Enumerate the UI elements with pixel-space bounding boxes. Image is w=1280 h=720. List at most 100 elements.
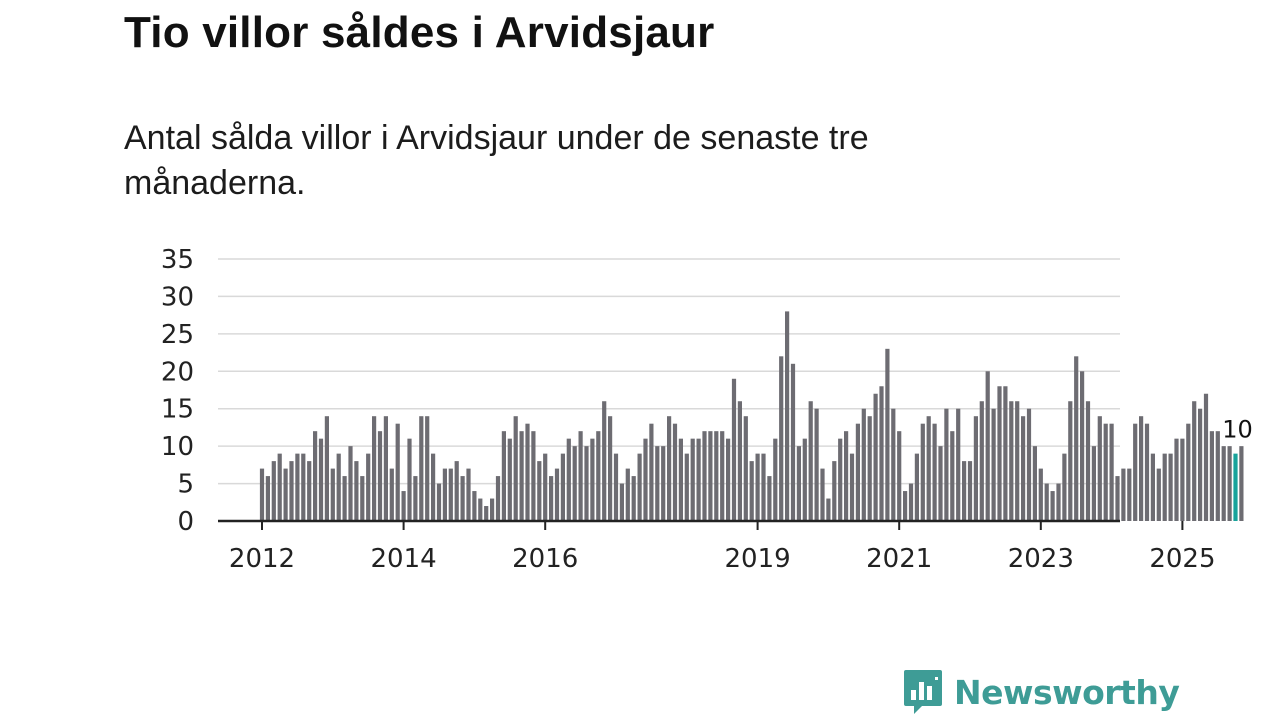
bar [377,431,383,521]
bar [808,401,813,521]
bar [289,461,294,521]
bar [448,468,453,521]
bar [714,431,719,521]
bar [454,461,459,521]
bar [1144,423,1150,521]
bar [1209,431,1214,521]
bar [897,431,902,521]
x-tick-label: 2021 [866,544,932,574]
bar [1044,483,1049,521]
bar [525,423,530,521]
bar [1085,401,1091,521]
bar [820,468,825,521]
bar [755,453,760,521]
bar [1192,401,1197,521]
bar [1215,431,1220,521]
bar [885,348,890,521]
bar [785,311,790,521]
bar [914,453,919,521]
bar [1156,468,1161,521]
bar [1174,438,1179,521]
bar [330,468,335,521]
bar [761,453,766,521]
bar [537,461,542,521]
bar [1050,491,1055,521]
bar [855,423,860,521]
bar [702,431,707,521]
y-tick-label: 35 [161,245,194,275]
bar [767,476,772,521]
chart-title: Tio villor såldes i Arvidsjaur [124,8,715,57]
y-tick-label: 15 [161,395,194,425]
bar [318,438,324,521]
brand-name: Newsworthy [954,672,1180,712]
bar [678,438,683,521]
bar [749,461,754,521]
bar-latest [1233,453,1238,521]
bar [844,431,849,521]
bar [1003,386,1008,521]
bar [472,491,477,521]
bar [360,476,365,521]
bar [1150,453,1155,521]
bar [1198,408,1203,521]
bar [643,438,648,521]
bar [625,468,630,521]
bar [478,498,483,521]
bar [879,386,884,521]
bar [1186,423,1191,521]
bar [861,408,866,521]
bar [348,446,353,521]
bar [731,378,737,521]
bar [389,468,394,521]
bar [838,438,843,521]
bar [1115,476,1120,521]
bar [1074,356,1079,521]
y-tick-label: 25 [161,320,194,350]
bar-chart-speech-bubble-icon [904,670,942,714]
bar [324,416,329,521]
bar [962,461,967,521]
bar [849,453,855,521]
bar [490,498,495,521]
bar [873,393,878,521]
bar [920,423,925,521]
bar [672,423,678,521]
x-tick-label: 2012 [229,544,295,574]
bar [277,453,282,521]
y-tick-label: 10 [161,432,194,462]
bar [779,356,784,521]
bar [655,446,660,521]
newsworthy-brand[interactable]: Newsworthy [902,668,1180,716]
bar [832,461,837,521]
bar [596,431,601,521]
bar [684,453,689,521]
bar [495,476,501,521]
bar [395,423,400,521]
bar [271,461,276,521]
bar [773,438,778,521]
bar [590,438,595,521]
bar [979,401,984,521]
bar [619,483,624,521]
bar [932,423,937,521]
bar [1239,446,1244,521]
bar [973,416,978,521]
bar [354,461,359,521]
bar [436,483,442,521]
bar [1127,468,1132,521]
bar [613,453,619,521]
bar [560,453,565,521]
bar [501,431,506,521]
x-tick-label: 2023 [1008,544,1074,574]
x-tick-label: 2025 [1149,544,1215,574]
bar [366,453,371,521]
bar [460,476,465,521]
x-tick-label: 2016 [512,544,578,574]
bar [307,461,312,521]
bar [259,468,265,521]
bar [313,431,318,521]
bar [466,468,471,521]
bar [1062,453,1067,521]
